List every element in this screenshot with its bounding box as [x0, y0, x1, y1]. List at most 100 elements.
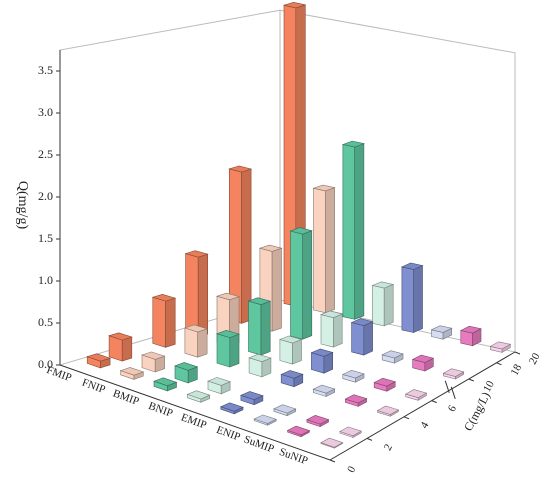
- axis-break: [444, 380, 450, 393]
- bar: [280, 370, 304, 388]
- bar: [381, 350, 404, 364]
- bar: [240, 391, 264, 406]
- z-tick-label: 1.0: [38, 273, 53, 287]
- bar-top: [240, 391, 264, 401]
- bar-top: [489, 341, 512, 350]
- bar-side: [324, 187, 335, 314]
- bar-side: [332, 313, 343, 348]
- x-tick: [329, 459, 336, 463]
- bar-top: [207, 377, 231, 386]
- axis-break: [450, 386, 456, 399]
- bar: [459, 325, 482, 347]
- z-tick-label: 1.5: [38, 231, 53, 245]
- x-tick: [496, 362, 502, 366]
- bar-top: [219, 402, 244, 412]
- bar: [310, 348, 334, 374]
- bar-top: [108, 332, 133, 341]
- bar: [404, 389, 428, 401]
- bar-top: [376, 405, 400, 415]
- x-tick: [468, 378, 474, 382]
- bar-front: [320, 314, 334, 348]
- bar-top: [310, 348, 334, 357]
- row-label: BNIP: [147, 400, 175, 420]
- bar-side: [383, 283, 394, 327]
- bar-top: [312, 384, 336, 394]
- bar-front: [290, 230, 304, 340]
- bar-top: [404, 389, 428, 399]
- row-label: EMIP: [179, 411, 208, 431]
- bar-top: [344, 394, 368, 404]
- bar: [442, 368, 465, 380]
- bar: [228, 165, 253, 324]
- bar-top: [282, 1, 307, 9]
- bar-side: [363, 321, 373, 356]
- bar: [141, 351, 166, 373]
- bar-top: [320, 310, 344, 319]
- bar: [207, 377, 231, 395]
- bar-side: [354, 143, 365, 320]
- bar: [278, 335, 303, 365]
- bar: [341, 369, 365, 383]
- row-label: FNIP: [80, 377, 107, 396]
- x-tick-label: 0: [345, 464, 358, 475]
- bar-top: [280, 370, 304, 379]
- bar-top: [247, 297, 272, 306]
- x-axis-title: C(mg/L): [461, 390, 493, 434]
- row-label: BMIP: [111, 387, 140, 407]
- bar-side: [260, 300, 271, 356]
- bar: [273, 404, 297, 417]
- bar: [248, 353, 272, 378]
- bar: [341, 140, 365, 320]
- z-tick-label: 2.5: [38, 147, 53, 161]
- bar-top: [248, 353, 272, 363]
- bar: [339, 426, 362, 439]
- bar-top: [341, 369, 365, 379]
- x-tick: [366, 437, 373, 441]
- bar: [186, 390, 211, 403]
- z-tick-label: 3.5: [38, 63, 53, 77]
- bar-top: [184, 250, 209, 258]
- bar: [153, 377, 178, 392]
- bar-side: [241, 168, 252, 324]
- bar: [373, 377, 396, 392]
- bar-top: [430, 325, 453, 333]
- bar-top: [373, 377, 396, 387]
- bar-front: [279, 339, 293, 365]
- bar-side: [197, 328, 208, 358]
- bar-top: [400, 262, 424, 270]
- bar-front: [342, 144, 356, 320]
- bar: [306, 414, 330, 428]
- bar: [400, 262, 424, 333]
- bar-front: [313, 187, 326, 314]
- bar: [151, 293, 177, 348]
- bar: [312, 384, 336, 397]
- bar-top: [174, 362, 199, 371]
- bar-top: [411, 354, 435, 363]
- bar-top: [253, 414, 277, 424]
- x-tick: [431, 400, 437, 404]
- bar: [289, 227, 313, 340]
- bar-top: [216, 329, 240, 338]
- bar-top: [153, 377, 178, 387]
- bar: [86, 353, 112, 369]
- bar-top: [371, 281, 395, 289]
- bar: [371, 281, 395, 327]
- bar-top: [306, 414, 330, 425]
- row-label: SuMIP: [242, 433, 275, 455]
- bar-top: [286, 425, 311, 436]
- bar-top: [258, 244, 283, 252]
- bar: [247, 297, 272, 356]
- bar: [350, 318, 374, 356]
- bar-front: [351, 322, 365, 356]
- x-tick-label: 4: [418, 420, 431, 431]
- bar: [376, 405, 400, 417]
- bar: [219, 402, 244, 415]
- z-tick-label: 0.5: [38, 315, 53, 329]
- bar-top: [86, 353, 112, 362]
- bar: [344, 394, 368, 407]
- bar-top: [339, 426, 362, 437]
- bar-front: [184, 327, 198, 358]
- bar: [253, 414, 277, 426]
- bar: [108, 332, 133, 362]
